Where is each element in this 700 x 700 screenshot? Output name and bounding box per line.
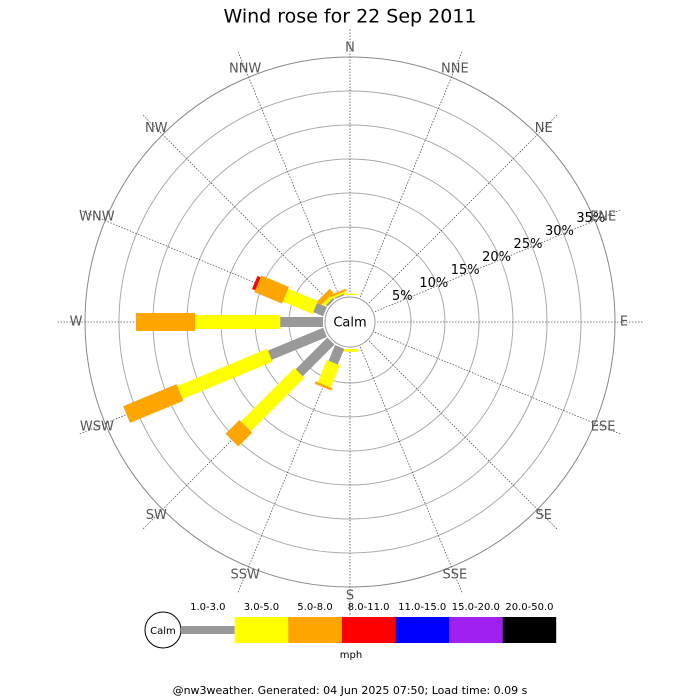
bar-segment (322, 294, 335, 307)
bar-segment (136, 313, 196, 331)
r-tick-label: 30% (545, 224, 574, 239)
bar-segment (328, 345, 345, 365)
spoke (237, 51, 341, 298)
bar-segment (282, 288, 318, 314)
legend-swatch (288, 617, 342, 643)
spoke (374, 331, 621, 435)
chart-title: Wind rose for 22 Sep 2011 (223, 6, 476, 28)
unit-label: mph (340, 650, 362, 661)
bar-segment (177, 348, 273, 399)
direction-label: NNE (441, 61, 469, 76)
bar-segment (325, 297, 335, 307)
spoke (359, 346, 463, 593)
footer: @nw3weather. Generated: 04 Jun 2025 07:5… (173, 684, 528, 697)
direction-label: E (620, 315, 628, 330)
bar-segment (295, 337, 335, 377)
r-tick-label: 15% (451, 263, 480, 278)
direction-label: N (345, 41, 355, 56)
bar-segment (280, 317, 323, 327)
bar-segment (225, 419, 253, 447)
legend-label: 11.0-15.0 (398, 602, 446, 613)
legend-swatch (341, 617, 396, 643)
r-tick-label: 25% (514, 237, 543, 252)
direction-label: SW (146, 508, 167, 523)
legend-swatch (449, 617, 503, 643)
bar-segment (267, 327, 327, 360)
bar-segment (343, 293, 357, 295)
bar-segment (252, 276, 261, 291)
bar-segment (195, 315, 281, 329)
direction-label: NE (535, 121, 553, 136)
calm-circle (324, 296, 376, 348)
legend-label: 1.0-3.0 (190, 602, 225, 613)
legend-label: 20.0-50.0 (505, 602, 553, 613)
spoke (142, 114, 332, 304)
legend-label: 8.0-11.0 (348, 602, 390, 613)
direction-label: ESE (591, 419, 616, 434)
direction-label: S (346, 589, 354, 604)
bar-segment (343, 349, 357, 352)
direction-label: NNW (229, 61, 261, 76)
legend-swatch (395, 617, 449, 643)
direction-label: SE (536, 508, 552, 523)
direction-label: W (70, 315, 83, 330)
spoke (359, 51, 463, 298)
r-tick-label: 5% (392, 289, 413, 304)
calm-label: Calm (333, 316, 366, 331)
legend-label: 5.0-8.0 (297, 602, 332, 613)
direction-label: NW (145, 121, 168, 136)
bar-segment (317, 359, 340, 388)
bar-segment (314, 381, 333, 391)
bar-segment (334, 293, 345, 299)
legend-label: 3.0-5.0 (244, 602, 279, 613)
bar-segment (123, 384, 184, 423)
bar-segment (240, 367, 305, 432)
bar-segment (313, 302, 327, 317)
bar-segment (329, 288, 347, 298)
direction-label: WNW (79, 210, 115, 225)
legend-calm-label: Calm (150, 626, 176, 637)
legend-swatch (181, 626, 235, 634)
r-tick-label: 35% (576, 211, 605, 226)
bar-segment (254, 275, 289, 304)
direction-label: WSW (80, 419, 114, 434)
spoke (237, 346, 341, 593)
spoke (368, 340, 558, 530)
direction-label: ENE (590, 210, 616, 225)
r-tick-label: 20% (482, 250, 511, 265)
bar-segment (331, 291, 346, 299)
spoke (79, 209, 326, 313)
spoke (374, 209, 621, 313)
r-tick-label: 10% (419, 276, 448, 291)
legend-swatch (502, 617, 557, 643)
legend-label: 15.0-20.0 (452, 602, 500, 613)
direction-label: SSE (442, 568, 467, 583)
legend-swatch (234, 617, 289, 643)
direction-label: SSW (230, 568, 260, 583)
bar-segment (316, 288, 334, 306)
spoke (368, 114, 558, 304)
